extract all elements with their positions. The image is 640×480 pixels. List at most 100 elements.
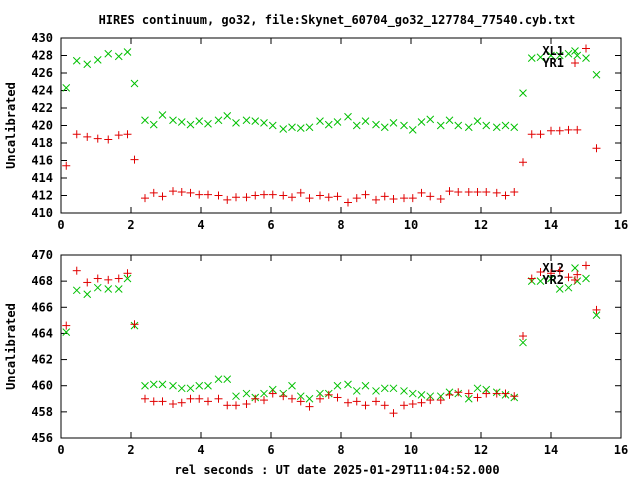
data-point [72, 56, 81, 65]
series-XL1 [62, 48, 601, 134]
y-tick-label: 412 [31, 189, 53, 203]
data-point [279, 191, 288, 200]
data-point [564, 49, 573, 58]
data-point [482, 188, 491, 196]
data-point [564, 273, 573, 282]
data-point [492, 389, 501, 398]
x-tick-label: 0 [57, 443, 64, 457]
data-point [186, 188, 195, 197]
data-point [149, 397, 158, 406]
data-point [130, 320, 139, 329]
data-point [501, 191, 510, 200]
data-point [305, 402, 314, 411]
y-tick-label: 468 [31, 274, 53, 288]
data-point [555, 285, 564, 293]
data-point [72, 286, 81, 295]
data-point [344, 398, 352, 407]
data-point [232, 119, 240, 127]
data-point [316, 191, 324, 200]
data-point [141, 116, 149, 125]
y-axis-label: Uncalibrated [4, 303, 18, 390]
data-point [204, 119, 212, 128]
legend-marker [571, 47, 579, 55]
data-point [473, 384, 482, 393]
data-point [519, 158, 527, 167]
data-point [260, 190, 268, 199]
data-point [324, 193, 333, 202]
plot-frame [60, 254, 622, 439]
data-point [130, 79, 139, 88]
y-tick-label: 470 [31, 248, 53, 262]
data-point [426, 396, 435, 405]
data-point [83, 60, 92, 69]
x-tick-label: 8 [337, 443, 344, 457]
data-point [324, 120, 333, 129]
data-point [83, 132, 92, 141]
x-tick-label: 8 [337, 218, 344, 232]
data-point [555, 266, 564, 275]
data-point [436, 195, 445, 203]
data-point [555, 51, 564, 60]
data-point [380, 192, 389, 201]
x-tick-label: 10 [404, 443, 418, 457]
data-point [492, 188, 501, 197]
data-point [186, 120, 195, 129]
x-tick-label: 12 [474, 218, 488, 232]
data-point [564, 125, 573, 134]
data-point [408, 194, 417, 203]
data-point [352, 121, 361, 130]
y-tick-label: 458 [31, 405, 53, 419]
data-point [114, 52, 123, 61]
data-point [389, 119, 398, 127]
data-point [361, 117, 370, 125]
data-point [232, 392, 240, 401]
data-point [547, 126, 555, 135]
data-point [204, 381, 212, 390]
data-point [268, 121, 277, 130]
data-point [114, 285, 123, 293]
data-point [454, 121, 463, 130]
data-point [251, 117, 260, 125]
data-point [445, 187, 454, 196]
data-point [169, 116, 177, 125]
data-point [83, 290, 92, 299]
data-point [380, 123, 389, 132]
x-tick-label: 14 [544, 218, 558, 232]
data-point [62, 321, 71, 330]
data-point [223, 401, 232, 410]
data-point [380, 401, 389, 410]
data-point [464, 394, 473, 403]
data-point [260, 396, 268, 405]
data-point [536, 267, 545, 276]
data-point [123, 130, 132, 139]
data-point [400, 194, 408, 203]
data-point [62, 161, 71, 170]
data-point [344, 198, 352, 207]
data-point [149, 188, 158, 197]
data-point [305, 194, 314, 203]
data-point [93, 274, 102, 283]
data-point [333, 192, 342, 201]
data-point [372, 387, 380, 395]
data-point [417, 188, 426, 197]
data-point [186, 394, 195, 403]
data-point [123, 274, 132, 283]
data-point [204, 190, 212, 199]
data-point [464, 123, 473, 132]
data-point [454, 388, 463, 397]
data-point [242, 193, 251, 202]
data-point [582, 274, 590, 283]
data-point [232, 401, 240, 410]
data-point [573, 125, 582, 134]
data-point [547, 51, 555, 60]
data-point [242, 389, 251, 398]
x-tick-label: 12 [474, 443, 488, 457]
data-point [123, 48, 132, 56]
data-point [573, 51, 582, 60]
data-point [93, 56, 102, 64]
data-point [547, 274, 555, 283]
x-tick-label: 14 [544, 443, 558, 457]
data-point [344, 380, 352, 389]
data-point [316, 389, 324, 398]
data-point [214, 191, 223, 200]
